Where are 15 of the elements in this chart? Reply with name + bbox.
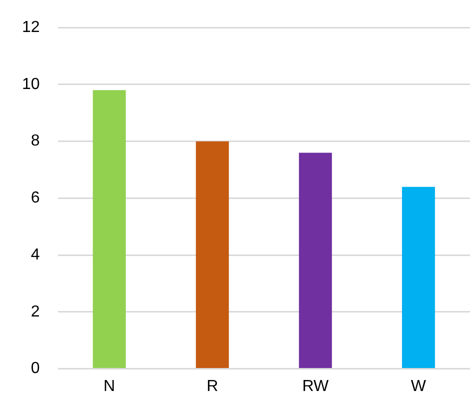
y-tick-label: 12 <box>22 19 40 36</box>
y-tick-label: 2 <box>30 303 40 320</box>
y-tick-label: 8 <box>30 132 40 150</box>
x-tick-label: R <box>206 378 218 395</box>
y-tick-label: 4 <box>30 246 40 264</box>
bar <box>92 90 126 368</box>
bar <box>196 141 229 368</box>
bar <box>298 152 332 368</box>
x-tick-label: RW <box>302 378 330 395</box>
y-tick-label: 6 <box>30 190 40 207</box>
x-tick-label: N <box>104 378 116 395</box>
y-tick-label: 0 <box>30 360 40 378</box>
y-tick-label: 10 <box>22 76 40 93</box>
x-tick-label: W <box>410 378 427 395</box>
bar <box>402 186 435 368</box>
